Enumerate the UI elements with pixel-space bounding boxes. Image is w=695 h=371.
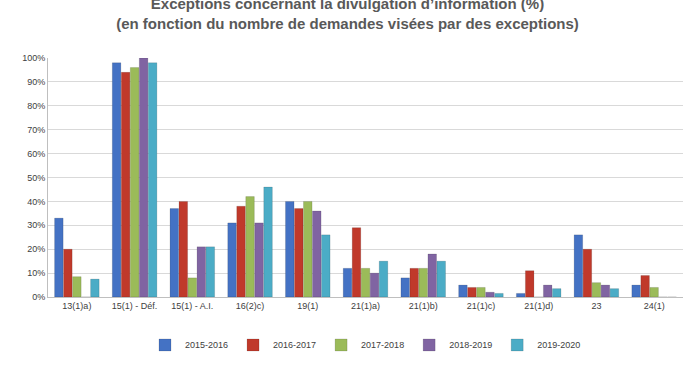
svg-text:Exceptions concernant la divul: Exceptions concernant la divulgation d’i… <box>116 0 579 32</box>
svg-text:21(1)c): 21(1)c) <box>467 301 496 311</box>
svg-text:100%: 100% <box>22 53 45 63</box>
svg-text:10%: 10% <box>27 268 45 278</box>
svg-text:2015-2016: 2015-2016 <box>185 340 228 350</box>
svg-text:13(1)a): 13(1)a) <box>62 301 91 311</box>
svg-text:90%: 90% <box>27 77 45 87</box>
svg-text:21(1)a): 21(1)a) <box>351 301 380 311</box>
svg-text:16(2)c): 16(2)c) <box>236 301 265 311</box>
svg-text:30%: 30% <box>27 220 45 230</box>
svg-text:15(1) - A.I.: 15(1) - A.I. <box>171 301 213 311</box>
svg-text:2018-2019: 2018-2019 <box>449 340 492 350</box>
svg-text:70%: 70% <box>27 125 45 135</box>
svg-text:19(1): 19(1) <box>297 301 318 311</box>
svg-text:0%: 0% <box>32 292 45 302</box>
svg-text:2016-2017: 2016-2017 <box>273 340 316 350</box>
svg-text:15(1) - Déf.: 15(1) - Déf. <box>112 301 158 311</box>
svg-text:24(1): 24(1) <box>644 301 665 311</box>
svg-text:23: 23 <box>591 301 601 311</box>
svg-text:20%: 20% <box>27 244 45 254</box>
svg-text:80%: 80% <box>27 101 45 111</box>
svg-text:60%: 60% <box>27 149 45 159</box>
svg-text:2019-2020: 2019-2020 <box>537 340 580 350</box>
svg-text:2017-2018: 2017-2018 <box>361 340 404 350</box>
svg-text:21(1)b): 21(1)b) <box>409 301 438 311</box>
svg-text:50%: 50% <box>27 173 45 183</box>
svg-text:40%: 40% <box>27 197 45 207</box>
svg-text:21(1)d): 21(1)d) <box>524 301 553 311</box>
